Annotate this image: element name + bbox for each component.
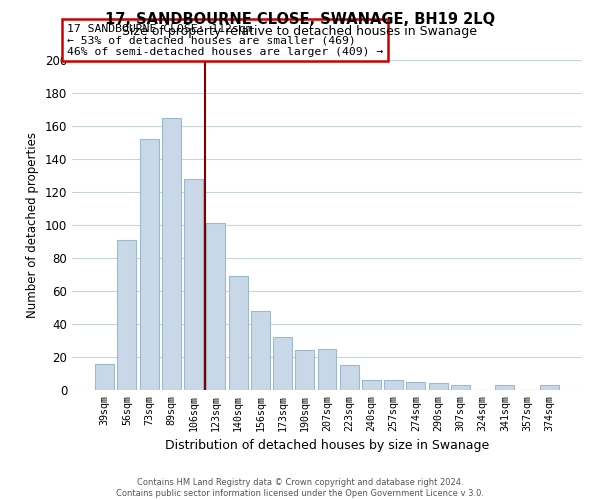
Y-axis label: Number of detached properties: Number of detached properties <box>26 132 39 318</box>
Bar <box>95 364 114 390</box>
Bar <box>251 311 270 390</box>
Bar <box>184 179 203 390</box>
Bar <box>162 118 181 390</box>
Text: 17 SANDBOURNE CLOSE: 112sqm
← 53% of detached houses are smaller (469)
46% of se: 17 SANDBOURNE CLOSE: 112sqm ← 53% of det… <box>67 24 383 56</box>
Bar <box>384 380 403 390</box>
Bar <box>406 382 425 390</box>
Bar <box>496 385 514 390</box>
Bar <box>317 349 337 390</box>
Bar <box>540 385 559 390</box>
Bar <box>140 139 158 390</box>
Text: Size of property relative to detached houses in Swanage: Size of property relative to detached ho… <box>122 24 478 38</box>
Bar <box>429 384 448 390</box>
Bar <box>295 350 314 390</box>
Bar <box>362 380 381 390</box>
Text: 17, SANDBOURNE CLOSE, SWANAGE, BH19 2LQ: 17, SANDBOURNE CLOSE, SWANAGE, BH19 2LQ <box>105 12 495 28</box>
Text: Contains HM Land Registry data © Crown copyright and database right 2024.
Contai: Contains HM Land Registry data © Crown c… <box>116 478 484 498</box>
Bar <box>118 240 136 390</box>
Bar <box>273 337 292 390</box>
Bar <box>206 224 225 390</box>
Bar <box>340 365 359 390</box>
Bar <box>451 385 470 390</box>
Bar <box>229 276 248 390</box>
X-axis label: Distribution of detached houses by size in Swanage: Distribution of detached houses by size … <box>165 439 489 452</box>
